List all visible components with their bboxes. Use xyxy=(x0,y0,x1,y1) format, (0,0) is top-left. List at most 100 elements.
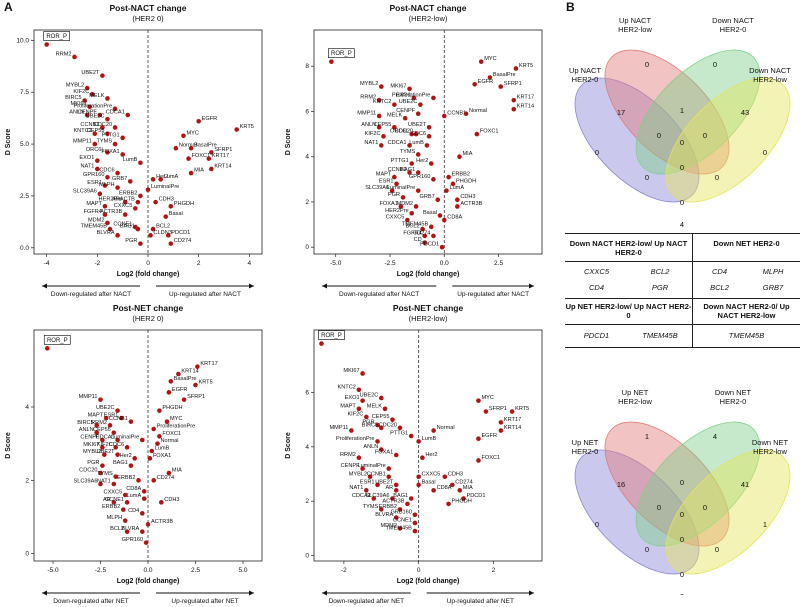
data-point xyxy=(82,98,87,103)
point-label: BIRC5 xyxy=(77,420,93,426)
venn-ellipse xyxy=(604,49,730,175)
table-gene: TMEM45B xyxy=(728,331,765,340)
data-point xyxy=(405,501,410,507)
data-point xyxy=(168,241,174,246)
point-label: CXXC5 xyxy=(422,471,441,477)
x-axis-title: Log2 (fold change) xyxy=(397,578,460,585)
scatter-plot-nact-her2-0: Post-NACT change(HER2 0) -4 -2 0 2 4 0.0 2.5 5.0… xyxy=(5,3,263,298)
data-point xyxy=(84,112,90,118)
point-label: UBE2T xyxy=(408,122,427,128)
point-label: BCL2 xyxy=(110,526,124,532)
data-point xyxy=(455,204,460,209)
data-point xyxy=(138,160,143,166)
data-point xyxy=(159,500,164,505)
overlap-gene-table: Down NACT HER2-low/ Up NACT HER2-0 Down … xyxy=(565,233,800,348)
table-gene: CD4 xyxy=(588,283,604,292)
plot-frame xyxy=(313,329,543,562)
y-tick-label: 8 xyxy=(305,63,309,70)
point-label: CD4 xyxy=(128,508,139,514)
point-label: BAG1 xyxy=(400,167,415,173)
scatter-plot-nact-her2-low: Post-NACT change(HER2-low) -5.0 -2.5 0.0 2.5… xyxy=(285,3,543,298)
point-label: KNTC2 xyxy=(73,128,91,134)
data-point xyxy=(382,406,388,412)
point-label: PDCD1 xyxy=(420,242,439,248)
data-point xyxy=(402,115,408,121)
data-point xyxy=(122,199,128,205)
point-label: MLPH xyxy=(99,182,115,188)
data-point xyxy=(94,423,99,428)
data-point xyxy=(379,143,384,148)
data-point xyxy=(455,197,460,202)
point-label: LuminalPre xyxy=(357,463,385,469)
plot-title: Post-NACT change xyxy=(390,3,467,13)
venn-count: 1 xyxy=(763,520,767,529)
point-label: CD8A xyxy=(126,486,141,492)
point-label: MYBL2 xyxy=(349,471,367,477)
data-point xyxy=(153,199,158,205)
data-point xyxy=(98,397,103,402)
plot-subtitle: (HER2 0) xyxy=(132,314,164,323)
arrow-left-head xyxy=(42,590,47,596)
data-point xyxy=(390,496,395,501)
data-point xyxy=(97,191,103,197)
point-label: MYC xyxy=(170,416,182,422)
point-label: TYMS xyxy=(97,139,113,145)
data-point xyxy=(371,496,377,501)
point-label: ROR_P xyxy=(331,51,352,57)
point-label: CD xyxy=(414,237,422,243)
data-point xyxy=(386,466,392,471)
point-label: EXO1 xyxy=(79,155,94,161)
x-tick-label: -2.5 xyxy=(95,567,107,574)
data-point xyxy=(509,409,515,414)
point-label: SFRP1 xyxy=(504,81,522,87)
data-point xyxy=(381,134,386,139)
point-label: KRT5 xyxy=(240,124,254,130)
data-point xyxy=(145,522,151,527)
data-point xyxy=(393,515,399,520)
venn-count: 0 xyxy=(657,503,661,512)
point-label: CCNB1 xyxy=(80,122,99,128)
data-point xyxy=(173,145,179,151)
data-point xyxy=(132,456,137,461)
data-point xyxy=(121,507,126,512)
data-point xyxy=(141,496,147,501)
x-tick-label: 2.5 xyxy=(494,260,503,267)
data-point xyxy=(511,106,517,112)
data-point xyxy=(415,188,421,193)
point-label: MIA xyxy=(463,485,473,491)
point-label: ERBB2 xyxy=(119,190,137,196)
point-label: HER2Pre xyxy=(99,197,123,203)
point-label: PGR xyxy=(87,460,99,466)
data-point xyxy=(102,212,108,217)
point-label: CDC20 xyxy=(379,422,397,428)
data-point xyxy=(378,447,384,452)
point-label: EGFR xyxy=(202,116,218,122)
data-point xyxy=(376,97,382,103)
point-label: KNTC2 xyxy=(338,384,356,390)
arrow-left-label: Down-regulated after NACT xyxy=(339,291,419,298)
data-point xyxy=(431,428,436,433)
point-label: FOXA1 xyxy=(153,453,171,459)
data-point xyxy=(422,233,428,239)
data-point xyxy=(412,512,418,518)
point-label: UBE2C xyxy=(360,392,379,398)
data-point xyxy=(140,529,145,534)
venn-set-label: HER2-low xyxy=(618,397,652,406)
point-label: UBE2C xyxy=(96,405,115,411)
data-point xyxy=(124,500,130,505)
point-label: BLVRA xyxy=(375,512,393,518)
point-label: KRT14 xyxy=(517,104,534,110)
point-label: CCNB1 xyxy=(367,471,386,477)
data-point xyxy=(176,371,181,377)
data-point xyxy=(138,241,143,246)
data-point xyxy=(476,458,481,463)
venn-set-label: Up NET xyxy=(622,388,649,397)
point-label: PGR xyxy=(125,238,137,244)
point-label: GPR160 xyxy=(83,172,104,178)
venn-count: 4 xyxy=(680,220,684,229)
point-label: ERBB2 xyxy=(117,475,135,481)
arrow-right-label: Up-regulated after NACT xyxy=(457,291,529,298)
point-label: KIF2C xyxy=(97,442,113,448)
point-label: SFRP1 xyxy=(214,147,232,153)
venn-count: 17 xyxy=(617,108,625,117)
